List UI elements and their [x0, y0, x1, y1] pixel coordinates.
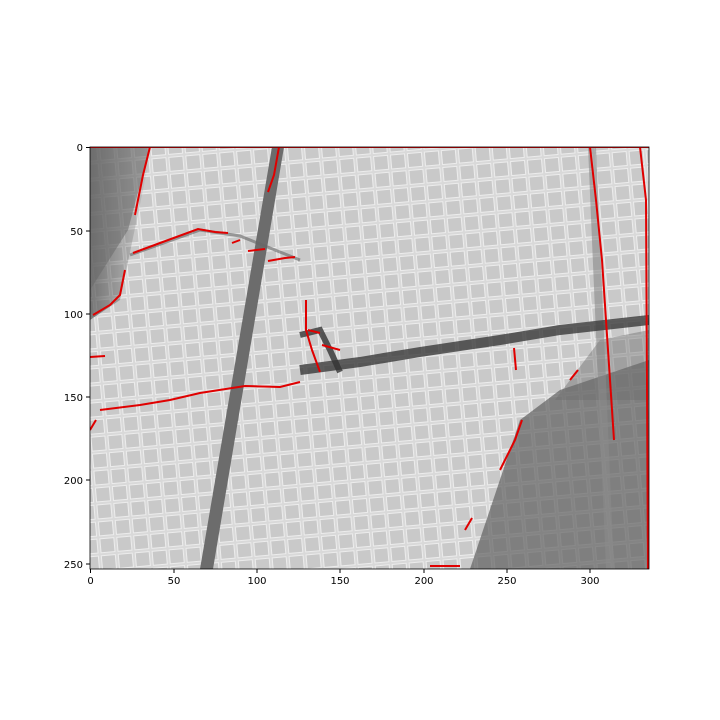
x-tick-label: 50: [168, 576, 181, 587]
y-axis: 0 50 100 150 200 250: [64, 143, 90, 571]
y-tick-label: 150: [64, 393, 83, 404]
y-tick-label: 100: [64, 310, 83, 321]
y-tick-label: 250: [64, 560, 83, 571]
y-tick-label: 0: [77, 143, 83, 154]
x-axis: 0 50 100 150 200 250 300: [87, 569, 600, 587]
y-tick-label: 50: [70, 227, 83, 238]
x-tick-label: 0: [87, 576, 93, 587]
photo-image: [90, 147, 649, 569]
x-tick-label: 300: [580, 576, 599, 587]
x-tick-label: 250: [497, 576, 516, 587]
x-tick-label: 200: [414, 576, 433, 587]
plot-frame: [89, 146, 650, 570]
y-tick-label: 200: [64, 476, 83, 487]
x-tick-label: 100: [247, 576, 266, 587]
x-tick-label: 150: [330, 576, 349, 587]
crack-overlay: [90, 147, 649, 569]
